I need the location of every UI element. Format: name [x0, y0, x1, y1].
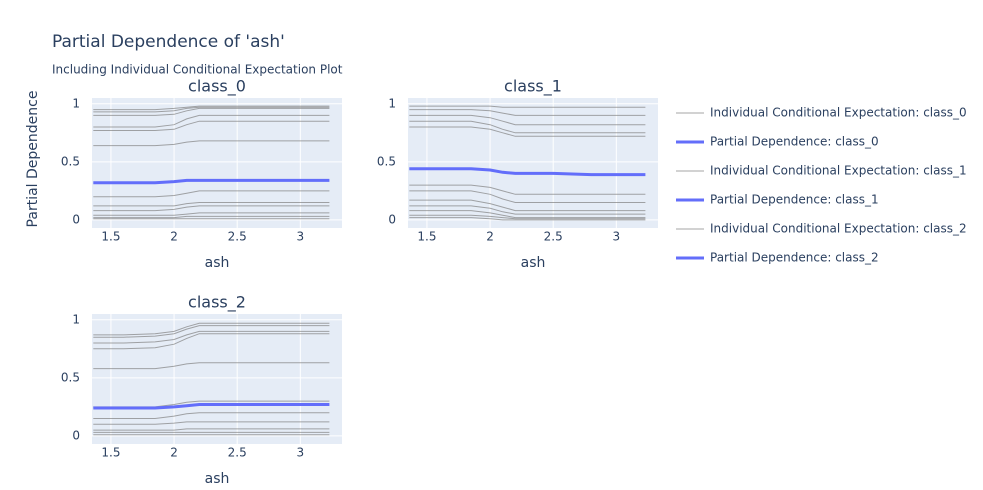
- ice-line: [93, 330, 330, 344]
- x-axis-label: ash: [205, 471, 230, 487]
- x-tick-label: 1.5: [101, 230, 120, 244]
- ice-line: [93, 205, 330, 212]
- ice-line: [409, 114, 646, 126]
- y-axis-label: Partial Dependence: [25, 91, 41, 228]
- legend-label: Individual Conditional Expectation: clas…: [710, 164, 967, 178]
- ice-line: [93, 106, 330, 113]
- legend-label: Partial Dependence: class_2: [710, 251, 879, 265]
- ice-line: [93, 107, 330, 116]
- subplot-title: class_0: [188, 77, 246, 97]
- ice-line: [93, 215, 330, 219]
- x-tick-label: 2.5: [228, 446, 247, 460]
- y-tick-label: 0: [388, 212, 396, 226]
- figure-subtitle: Including Individual Conditional Expecta…: [52, 63, 343, 77]
- subplot-title: class_2: [188, 293, 246, 313]
- ice-line: [409, 210, 646, 219]
- ice-line: [93, 202, 330, 207]
- ice-line: [409, 205, 646, 215]
- pd-line: [409, 167, 646, 177]
- x-tick-label: 3: [613, 230, 621, 244]
- ice-line: [93, 412, 330, 419]
- x-axis-label: ash: [205, 255, 230, 271]
- ice-line: [409, 109, 646, 116]
- ice-line: [409, 120, 646, 134]
- x-axis-label: ash: [521, 255, 546, 271]
- x-tick-label: 2.5: [228, 230, 247, 244]
- x-tick-label: 1.5: [101, 446, 120, 460]
- ice-line: [93, 140, 330, 147]
- subplot-title: class_1: [504, 77, 562, 97]
- y-tick-label: 0.5: [61, 370, 80, 384]
- ice-line: [409, 184, 646, 195]
- y-tick-label: 1: [388, 96, 396, 110]
- ice-line: [93, 212, 330, 216]
- ice-line: [93, 325, 330, 338]
- pd-line: [93, 178, 330, 185]
- ice-line: [93, 120, 330, 131]
- ice-line: [93, 362, 330, 370]
- x-tick-label: 2: [170, 230, 178, 244]
- x-tick-label: 2: [486, 230, 494, 244]
- ice-line: [409, 199, 646, 212]
- ice-line: [93, 421, 330, 425]
- ice-line: [409, 126, 646, 137]
- x-tick-label: 1.5: [417, 230, 436, 244]
- x-tick-label: 3: [297, 446, 305, 460]
- x-tick-label: 2.5: [544, 230, 563, 244]
- ice-line: [409, 105, 646, 108]
- legend-label: Individual Conditional Expectation: clas…: [710, 222, 967, 236]
- figure-title: Partial Dependence of 'ash': [52, 32, 285, 52]
- ice-line: [93, 114, 330, 128]
- ice-line: [93, 105, 330, 111]
- y-tick-label: 1: [72, 96, 80, 110]
- legend-label: Individual Conditional Expectation: clas…: [710, 106, 967, 120]
- ice-line: [93, 190, 330, 198]
- pd-line: [93, 403, 330, 410]
- legend-label: Partial Dependence: class_1: [710, 193, 879, 207]
- ice-line: [93, 428, 330, 431]
- x-tick-label: 3: [297, 230, 305, 244]
- ice-line: [93, 322, 330, 336]
- y-tick-label: 0: [72, 212, 80, 226]
- ice-line: [409, 214, 646, 220]
- plot-area: [92, 98, 342, 228]
- y-tick-label: 1: [72, 312, 80, 326]
- plot-area: [408, 98, 658, 228]
- legend-label: Partial Dependence: class_0: [710, 135, 879, 149]
- y-tick-label: 0: [72, 428, 80, 442]
- ice-line: [409, 190, 646, 203]
- ice-line: [409, 217, 646, 221]
- y-tick-label: 0.5: [377, 154, 396, 168]
- x-tick-label: 2: [170, 446, 178, 460]
- y-tick-label: 0.5: [61, 154, 80, 168]
- ice-line: [93, 333, 330, 350]
